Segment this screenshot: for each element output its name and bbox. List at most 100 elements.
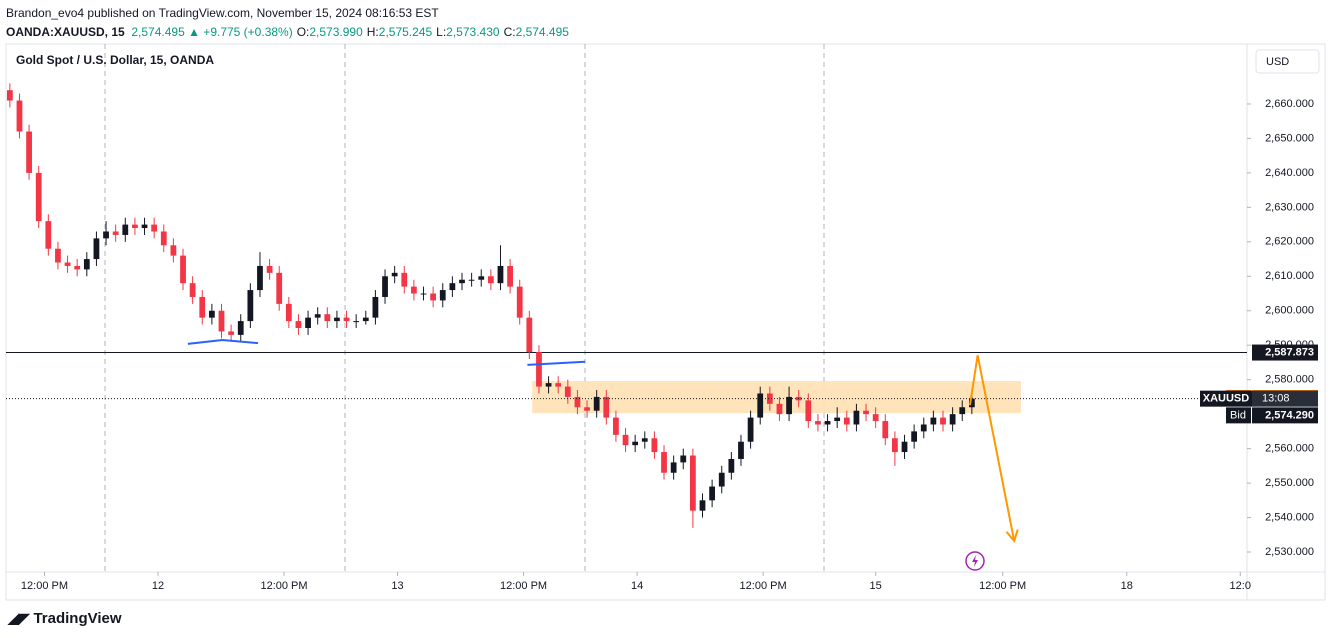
candle-body <box>487 276 494 284</box>
y-tick-label: 2,620.000 <box>1265 236 1314 248</box>
candle-body <box>35 172 42 222</box>
flash-icon <box>965 551 985 571</box>
y-tick-label: 2,660.000 <box>1265 98 1314 110</box>
x-tick-label: 15 <box>870 580 882 592</box>
candle-body <box>83 259 90 270</box>
y-tick-label: 2,540.000 <box>1265 511 1314 523</box>
x-tick-label: 18 <box>1121 580 1133 592</box>
candle-body <box>420 293 427 295</box>
candle-body <box>747 417 754 442</box>
candle-body <box>295 321 302 328</box>
candle-body <box>218 310 225 332</box>
countdown: 13:08 <box>1262 393 1290 405</box>
candle-body <box>680 455 687 463</box>
trendline <box>527 360 586 366</box>
candle-body <box>276 272 283 304</box>
y-tick-label: 2,550.000 <box>1265 477 1314 489</box>
candle-body <box>920 424 927 432</box>
header: Brandon_evo4 published on TradingView.co… <box>6 4 569 42</box>
trendline <box>187 339 259 345</box>
candle-body <box>314 314 321 318</box>
field-value: 2,573.990 <box>309 25 363 39</box>
candle-body <box>353 321 360 323</box>
y-tick-label: 2,650.000 <box>1265 132 1314 144</box>
x-tick-label: 12:00 PM <box>500 580 547 592</box>
candle-body <box>670 462 677 473</box>
candle-body <box>449 283 456 291</box>
x-tick-label: 12:00 PM <box>260 580 307 592</box>
x-tick-label: 14 <box>631 580 643 592</box>
candle-body <box>574 396 581 408</box>
countdown-box <box>1252 390 1318 407</box>
candle-body <box>180 255 186 284</box>
candle-body <box>882 421 889 439</box>
y-tick-label: 2,600.000 <box>1265 305 1314 317</box>
candle-body <box>430 293 437 301</box>
candle-body <box>497 265 504 284</box>
candle-body <box>622 434 629 446</box>
y-tick-label: 2,630.000 <box>1265 201 1314 213</box>
candle-body <box>940 417 946 425</box>
candle-body <box>324 314 331 322</box>
currency-button[interactable] <box>1255 49 1320 74</box>
candle-body <box>699 500 706 511</box>
candle-body <box>112 231 119 235</box>
symbol-line: OANDA:XAUUSD, 15 2,574.495 ▲ +9.775 (+0.… <box>6 23 569 42</box>
candle-body <box>776 403 783 415</box>
candle-body <box>536 352 542 387</box>
candle-body <box>805 400 812 422</box>
candle-body <box>718 472 725 487</box>
footer-logo: ◢◤ TradingView <box>8 610 122 627</box>
field-value: 2,575.245 <box>378 25 433 39</box>
candle-body <box>863 410 869 415</box>
x-tick-label: 13 <box>391 580 403 592</box>
candle-body <box>507 265 513 287</box>
x-tick-label: 12 <box>152 580 164 592</box>
candle-body <box>853 410 860 425</box>
frame <box>5 43 1326 601</box>
candle-body <box>843 417 850 425</box>
candle-body <box>411 286 417 294</box>
candle-body <box>199 296 206 318</box>
level-label-box <box>1252 344 1318 361</box>
candle-body <box>189 283 196 297</box>
last: 2,574.495 <box>131 25 185 39</box>
currency[interactable]: USD <box>1266 56 1289 68</box>
y-tick-label: 2,580.000 <box>1265 374 1314 386</box>
candle-body <box>55 248 61 263</box>
level-label: 2,587.873 <box>1265 346 1314 358</box>
candle-body <box>478 276 485 280</box>
arrow <box>968 355 1016 542</box>
candle-body <box>651 438 658 453</box>
change: ▲ +9.775 (+0.38%) <box>188 25 293 39</box>
y-tick-label: 2,640.000 <box>1265 167 1314 179</box>
candle-body <box>834 417 841 422</box>
candle-body <box>661 452 667 473</box>
candle-body <box>892 438 898 453</box>
field-value: 2,573.430 <box>446 25 500 39</box>
candle-body <box>584 407 590 411</box>
candle-body <box>93 238 100 260</box>
candle-body <box>459 279 465 284</box>
footer-text: TradingView <box>33 610 122 627</box>
candle-body <box>555 383 562 387</box>
candle-body <box>632 441 639 446</box>
session-breaks <box>104 44 825 572</box>
x-tick-label: 12:0 <box>1230 580 1251 592</box>
candle-body <box>132 224 138 229</box>
bid-label: 2,574.290 <box>1265 409 1314 421</box>
bid-name-box <box>1226 407 1251 424</box>
chart-title: Gold Spot / U.S. Dollar, 15, OANDA <box>16 53 214 67</box>
candle-body <box>208 310 215 318</box>
candle-body <box>160 231 167 246</box>
candle-body <box>439 290 446 301</box>
candle-body <box>170 245 177 256</box>
candle-body <box>613 417 619 435</box>
candle-body <box>122 224 129 235</box>
candle-body <box>815 421 821 425</box>
candle-body <box>247 290 254 322</box>
candle-body <box>593 396 600 411</box>
candle-body <box>872 414 879 422</box>
